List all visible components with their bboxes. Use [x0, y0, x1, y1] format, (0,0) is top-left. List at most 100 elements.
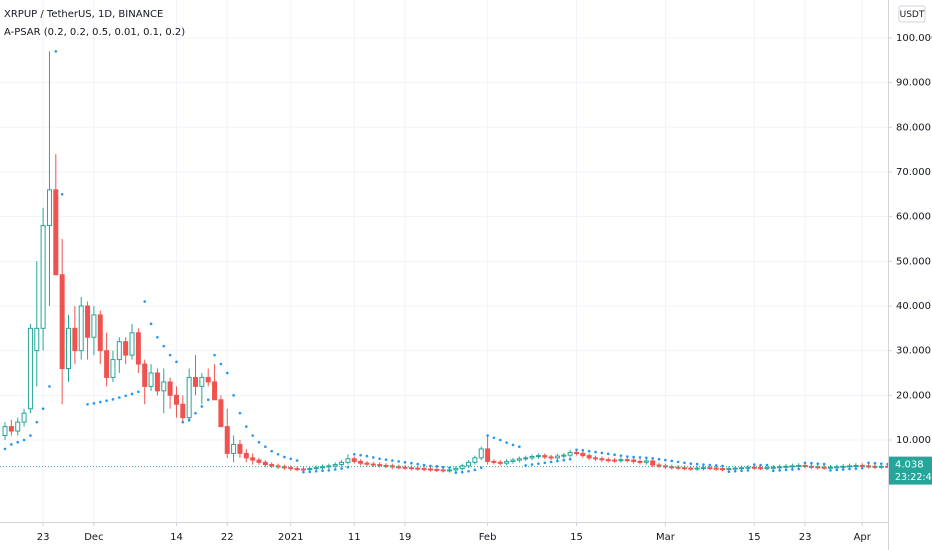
candle-body — [167, 381, 173, 396]
candle-body — [694, 467, 700, 470]
candle-body — [656, 464, 662, 467]
candle-body — [97, 314, 103, 352]
candle-body — [85, 305, 91, 338]
psar-dot — [105, 399, 108, 402]
psar-dot — [397, 460, 400, 463]
y-tick-label: 80.000 — [896, 122, 931, 133]
indicator-label: A-PSAR (0.2, 0.2, 0.5, 0.01, 0.1, 0.2) — [4, 27, 185, 38]
psar-dot — [606, 452, 610, 456]
candle-body — [212, 381, 218, 401]
psar-dot — [492, 436, 496, 440]
candle-body — [370, 463, 376, 466]
plot — [0, 50, 891, 474]
psar-dot — [10, 443, 13, 446]
candle-body — [440, 469, 446, 472]
psar-dot — [676, 460, 680, 464]
psar-dot — [733, 469, 737, 473]
candle-body — [732, 467, 738, 470]
psar-dot — [803, 461, 807, 465]
candle-body — [161, 381, 167, 392]
psar-dot — [664, 458, 667, 462]
psar-dot — [879, 462, 883, 465]
psar-dot — [289, 457, 293, 461]
psar-dot — [98, 400, 102, 404]
psar-dot — [35, 420, 39, 424]
x-tick-label: 22 — [221, 532, 234, 543]
psar-dot — [549, 460, 553, 464]
candle-body — [129, 332, 135, 356]
candle-body — [485, 448, 491, 462]
psar-dot — [740, 469, 743, 473]
psar-dot — [422, 463, 426, 467]
candle-body — [2, 426, 8, 437]
psar-dot — [518, 445, 521, 448]
psar-dot — [416, 462, 420, 466]
psar-dot — [746, 469, 750, 472]
psar-dot — [791, 468, 794, 471]
candle-body — [364, 462, 370, 465]
candle-body — [802, 464, 808, 467]
candle-body — [408, 467, 414, 470]
candle-body — [821, 466, 827, 469]
y-tick-label: 60.000 — [896, 212, 931, 223]
psar-dot — [645, 456, 648, 460]
psar-dot — [206, 398, 210, 402]
y-tick-label: 90.000 — [896, 78, 931, 89]
candle-body — [472, 457, 478, 463]
psar-dot — [219, 362, 223, 366]
candle-body — [770, 466, 776, 469]
psar-dot — [124, 394, 127, 398]
currency-button[interactable] — [898, 5, 926, 23]
candle-body — [751, 466, 757, 469]
y-tick-label: 100.000 — [896, 33, 932, 44]
x-tick-label: 2021 — [278, 532, 303, 543]
candle-body — [142, 363, 148, 387]
x-tick-label: 23 — [37, 532, 50, 543]
psar-dot — [92, 402, 96, 405]
psar-dot — [257, 440, 261, 444]
currency-button-label[interactable]: USDT — [900, 10, 925, 20]
psar-dot — [333, 468, 337, 471]
candle-body — [713, 467, 719, 470]
candle-body — [675, 466, 681, 469]
psar-dot — [48, 385, 51, 388]
y-tick-label: 10.000 — [896, 435, 931, 446]
psar-dot — [651, 457, 654, 460]
candle-body — [288, 467, 294, 470]
psar-dot — [276, 452, 280, 456]
candle-body — [34, 327, 40, 352]
psar-dot — [371, 456, 375, 459]
psar-dot — [581, 448, 585, 452]
countdown-label: 23:22:46 — [895, 472, 932, 483]
candle-body — [434, 468, 440, 471]
candle-body — [231, 443, 237, 454]
psar-dot — [619, 454, 623, 457]
psar-dot — [302, 470, 305, 474]
candle-body — [224, 426, 230, 454]
psar-dot — [714, 464, 718, 467]
candle-body — [681, 467, 687, 470]
x-tick-label: 15 — [570, 532, 583, 543]
psar-dot — [460, 470, 464, 474]
psar-dot — [822, 462, 826, 466]
candle-body — [116, 341, 122, 361]
x-tick-label: 19 — [399, 532, 412, 543]
last-price-label: 4.038 — [895, 460, 924, 471]
psar-dot — [251, 434, 254, 437]
candle-body — [739, 467, 745, 470]
candle-body — [529, 456, 535, 459]
candle-body — [396, 466, 402, 469]
psar-dot — [352, 452, 356, 456]
psar-dot — [181, 420, 185, 424]
candle-body — [123, 341, 129, 356]
y-tick-label: 20.000 — [896, 390, 931, 401]
psar-dot — [784, 468, 788, 472]
candle-body — [199, 376, 205, 387]
psar-dot — [238, 411, 242, 415]
candle-body — [351, 458, 357, 462]
candle-body — [688, 467, 694, 470]
candle-body — [110, 359, 116, 378]
candle-body — [243, 452, 249, 459]
